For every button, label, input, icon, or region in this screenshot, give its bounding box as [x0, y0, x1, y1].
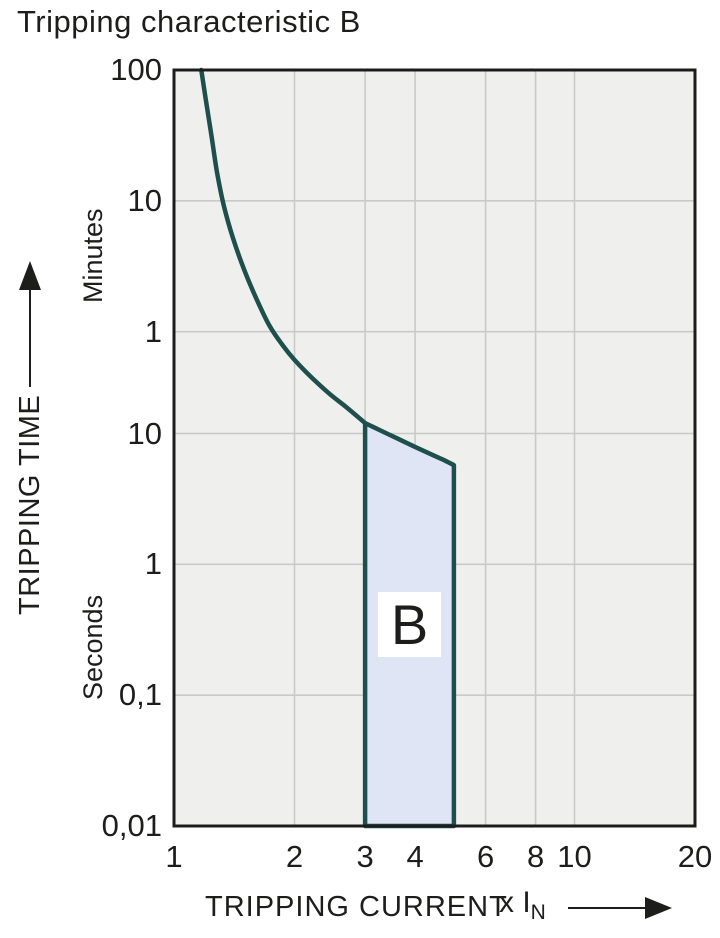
tripping-curve: [199, 67, 368, 426]
y-tick-label: 1: [144, 313, 162, 349]
x-tick-label: 10: [557, 839, 592, 874]
x-tick-label: 4: [406, 839, 424, 874]
x-tick-label: 3: [356, 839, 374, 874]
y-tick-label: 10: [127, 182, 162, 218]
x-axis-title: TRIPPING CURRENT: [205, 891, 508, 923]
x-tick-label: 6: [476, 839, 495, 874]
y-axis-unit-minutes: Minutes: [78, 208, 108, 303]
y-axis-unit-seconds: Seconds: [78, 594, 108, 700]
x-axis-multiplier-subscript: N: [530, 901, 546, 924]
y-axis-arrow-icon: [19, 261, 41, 387]
plot-area: [172, 67, 697, 829]
y-tick-label: 0,1: [118, 677, 162, 713]
x-tick-label: 8: [526, 839, 545, 874]
y-tick-label: 0,01: [101, 808, 162, 843]
x-tick-label: 20: [677, 839, 713, 874]
x-axis-arrow-icon: [568, 897, 672, 919]
y-tick-label: 10: [127, 415, 162, 451]
x-axis-multiplier-text: x I: [499, 886, 531, 919]
x-tick-label: 2: [285, 839, 304, 874]
page-title: Tripping characteristic B: [17, 4, 361, 39]
plot-frame: [172, 68, 697, 828]
region-b-label: B: [378, 592, 441, 657]
y-tick-label: 100: [110, 52, 162, 87]
x-axis-multiplier: x IN: [490, 886, 546, 923]
y-axis-title: TRIPPING TIME: [14, 394, 46, 615]
x-tick-label: 1: [165, 839, 183, 874]
y-tick-label: 1: [144, 546, 162, 582]
